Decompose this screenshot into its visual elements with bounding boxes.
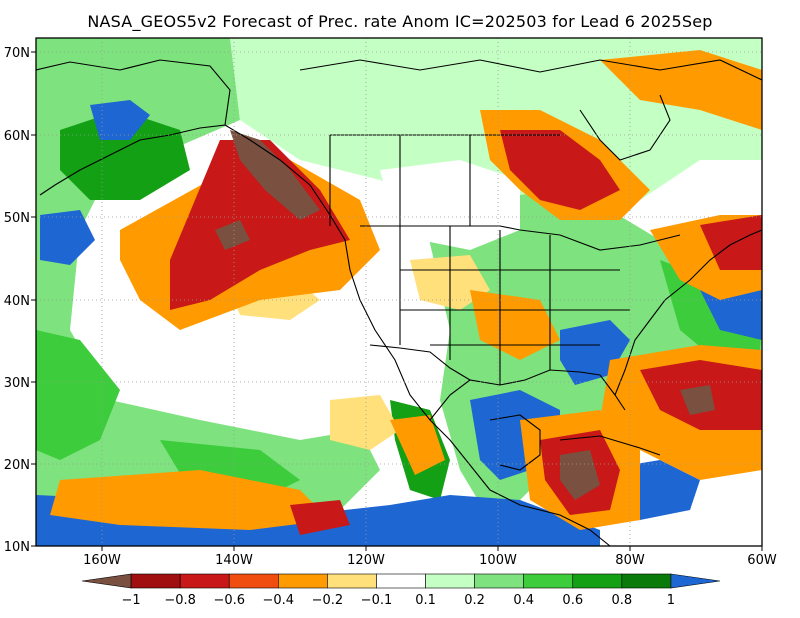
colorbar-swatch [278, 573, 328, 589]
colorbar-swatch [376, 573, 426, 589]
anom-yellow-mexico [330, 395, 400, 450]
anom-brown-caribbean [560, 450, 600, 500]
colorbar: −1 −0.8 −0.6 −0.4 −0.2 −0.1 0.1 0.2 0.4 0.6 0.8 1 [81, 573, 721, 608]
colorbar-swatch [179, 573, 230, 589]
border-us-canada [360, 225, 681, 251]
map-frame [35, 37, 763, 547]
coastline-yucatan [489, 414, 541, 471]
x-tick-label: 160W [83, 553, 121, 568]
anom-orange-epac [50, 470, 330, 530]
colorbar-label: 0.4 [513, 593, 534, 608]
coastline-arctic [299, 59, 762, 81]
colorbar-label: −0.1 [361, 593, 393, 608]
y-tick-label: 30N [4, 376, 30, 391]
colorbar-label: 0.6 [562, 593, 583, 608]
y-tick-label: 20N [4, 458, 30, 473]
colorbar-swatch [474, 573, 524, 589]
anom-orange-mexico [390, 415, 445, 475]
x-tick-label: 60W [747, 553, 777, 568]
map-title: NASA_GEOS5v2 Forecast of Prec. rate Anom… [87, 12, 713, 31]
border-us-mexico [369, 344, 471, 381]
anom-blue-alaska [90, 100, 150, 140]
anom-brown-atlantic [680, 385, 715, 415]
border-canada-provinces [329, 134, 560, 226]
anom-blue-gulf-alaska [40, 210, 95, 265]
anom-brown-coast [230, 130, 320, 220]
y-tick-label: 60N [4, 129, 30, 144]
y-tick-label: 50N [4, 211, 30, 226]
colorbar-swatch [130, 573, 181, 589]
colorbar-label: 0.8 [612, 593, 633, 608]
coastline-cuba [559, 435, 661, 456]
anom-darkgreen-pac [36, 330, 120, 460]
colorbar-label: −0.2 [312, 593, 344, 608]
x-tick-label: 120W [347, 553, 385, 568]
colorbar-swatch [228, 573, 279, 589]
anom-brown-bc [215, 220, 250, 250]
x-tick-label: 80W [615, 553, 645, 568]
coastlines [36, 59, 762, 546]
y-tick-label: 10N [4, 540, 30, 555]
colorbar-label: −0.6 [213, 593, 245, 608]
anom-orange-plains [470, 290, 560, 360]
y-tick-label: 40N [4, 294, 30, 309]
colorbar-swatch [523, 573, 574, 589]
anom-darkgreen-bc [60, 110, 190, 200]
x-tick-label: 100W [479, 553, 517, 568]
precip-anomaly-field [36, 38, 762, 546]
colorbar-swatch [572, 573, 623, 589]
colorbar-label: 0.1 [415, 593, 436, 608]
colorbar-label: 1 [667, 593, 675, 608]
colorbar-label: 0.2 [464, 593, 485, 608]
colorbar-swatch [621, 573, 672, 589]
anom-red-pacific-nw [170, 140, 350, 310]
coastline-alaska [36, 59, 231, 196]
colorbar-label: −0.8 [164, 593, 196, 608]
x-tick-label: 140W [215, 553, 253, 568]
coastline-gulf [429, 369, 626, 421]
graticule [36, 38, 762, 546]
anom-red-epac [290, 500, 350, 535]
anom-white-plains [380, 160, 520, 250]
colorbar-swatch [425, 573, 475, 589]
coastline-west [224, 124, 611, 546]
border-us-states [399, 226, 630, 385]
y-axis: 10N 20N 30N 40N 50N 60N 70N [4, 46, 36, 555]
colorbar-swatch [81, 573, 132, 589]
colorbar-label: −1 [121, 593, 140, 608]
colorbar-swatch [670, 573, 721, 589]
colorbar-label: −0.4 [263, 593, 295, 608]
anom-orange-arctic [600, 50, 762, 130]
y-tick-label: 70N [4, 46, 30, 61]
anom-red-canada [500, 130, 620, 210]
x-axis: 160W 140W 120W 100W 80W 60W [83, 546, 777, 568]
colorbar-swatch [327, 573, 377, 589]
